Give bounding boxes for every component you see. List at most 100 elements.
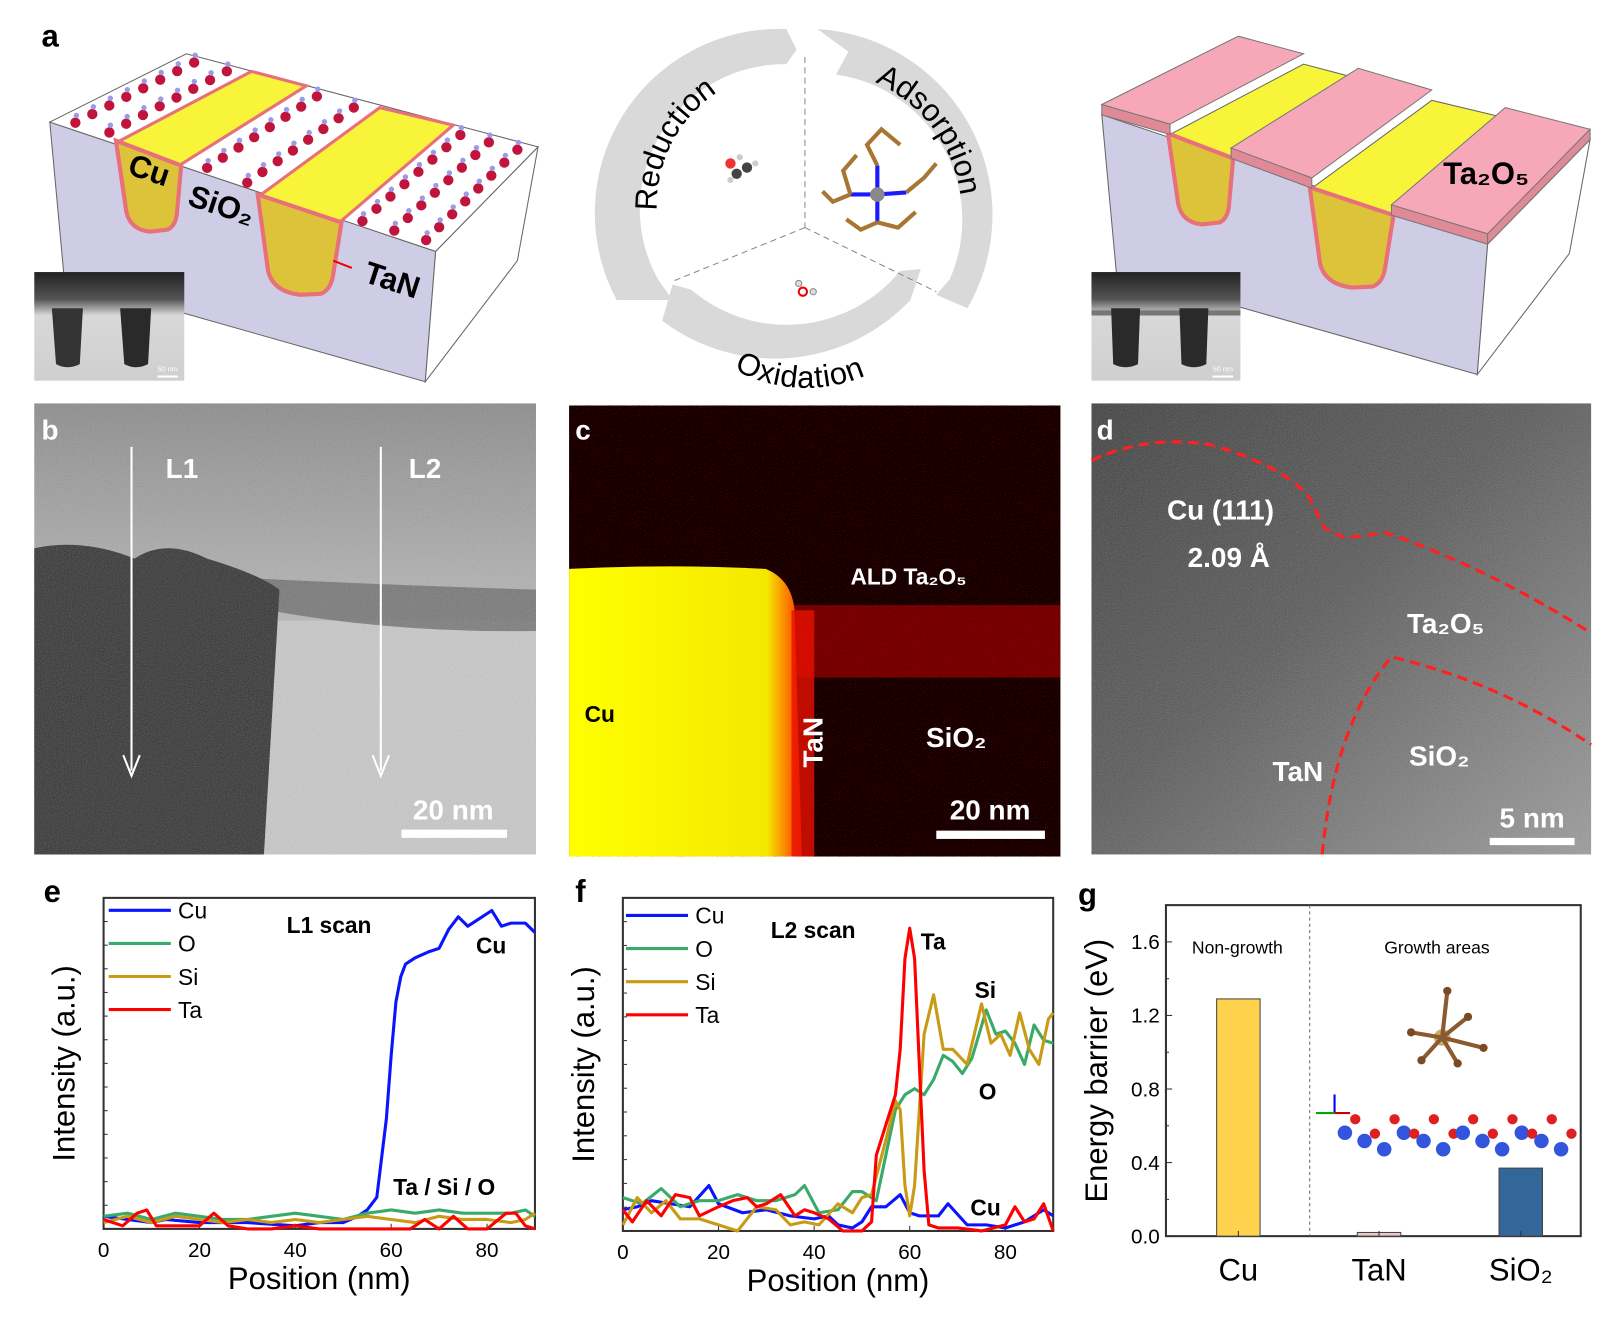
hydrogen-atom [458,125,465,131]
x-tick-label: 80 [994,1241,1017,1264]
o-atom [1526,1128,1538,1139]
label-l2: L2 [409,453,442,484]
legend-label: Si [178,964,198,990]
oxygen-atom [456,162,468,173]
illustration-bare-substrate [48,52,540,384]
label-ald-ta2o5: ALD Ta₂O₅ [850,563,966,589]
hydrogen-atom [437,217,443,223]
y-axis-label: Intensity (a.u.) [566,966,601,1163]
oxygen-atom [104,127,115,138]
hydrogen-atom [221,147,227,154]
oxygen-atom [302,134,314,145]
si-atom [1376,1142,1392,1157]
x-tick-label: 60 [898,1241,921,1264]
precursor-molecule-icon [821,126,938,233]
oxygen-atom [280,111,291,122]
y-tick-label: 0.0 [1131,1225,1160,1248]
oxygen-atom [371,203,382,214]
legend-label: Cu [695,903,724,929]
oxygen-atom [357,215,368,227]
oxygen-atom [87,108,98,120]
o-atom [1409,1128,1420,1139]
hydrogen-atom [252,127,258,133]
hydrogen-atom [124,113,130,120]
oxygen-atom [242,177,253,188]
si-atom [1494,1142,1510,1157]
hydrogen-atom [107,122,114,128]
label-cu: Cu [585,701,615,727]
label-sio2: SiO₂ [1409,740,1469,771]
oxygen-atom [137,109,149,121]
hydrogen-atom [268,117,274,123]
hydrogen-atom [360,211,367,217]
hydrogen-atom [476,178,483,184]
oxygen-atom [348,102,359,113]
oxygen-atom [104,100,115,111]
y-axis-label: Energy barrier (eV) [1079,939,1114,1203]
hydrogen-atom [416,161,423,168]
bar-cu [1216,998,1261,1237]
si-atom [1357,1133,1372,1149]
inset-tem-before: 50 nm [34,272,185,381]
y-axis-label: Intensity (a.u.) [47,965,82,1162]
oxygen-atom [486,170,497,181]
series-line-o [103,1208,536,1222]
legend-label: O [695,936,713,962]
hydrogen-atom [158,96,164,102]
label-cu-111: Cu (111) [1167,494,1274,525]
hydrogen-atom [473,145,480,151]
oxygen-atom [441,142,452,153]
panel-label-e: e [44,874,61,909]
legend-label: Cu [178,898,207,924]
y-tick-label: 1.2 [1131,1005,1160,1028]
ligand-bond [1419,1036,1444,1062]
hydrogen-atom [502,152,509,159]
hydrogen-atom [276,151,282,157]
si-atom [1337,1125,1353,1140]
hrtem-noise [1091,403,1592,855]
x-tick-label: 80 [476,1239,499,1262]
hydrogen-atom [245,172,251,179]
surface-hydroxyl-groups [70,52,523,246]
x-tick-label: 0 [617,1241,629,1264]
oxygen-atom [473,183,484,194]
oxygen-atom [201,162,213,174]
oxygen-atom [413,166,424,178]
oxygen-atom [311,91,323,102]
series-line-ta [103,1208,536,1231]
oxygen-atom [172,65,183,77]
hydrogen-atom [315,86,321,92]
panel-c-eds-map: ALD Ta₂O₅ Cu TaN SiO₂ 20 nm c [569,405,1061,857]
hydrogen-atom [236,137,243,143]
series-line-cu [622,1184,1055,1230]
annotation: L2 scan [771,917,856,943]
hydrogen-atom [306,129,312,136]
x-axis-label: Position (nm) [228,1261,411,1296]
legend-label: Ta [695,1002,719,1028]
tan-pointer [332,259,353,269]
c-atom [1443,986,1452,996]
oxygen-atom [399,178,410,190]
label-tan: TaN [798,717,829,768]
inset-tem-after: 50 nm [1091,272,1241,381]
annotation: Ta / Si / O [393,1174,495,1200]
panel-label-a: a [42,19,60,54]
hydrogen-atom [205,157,211,164]
cu-trench [113,137,184,234]
oxygen-atom [154,101,165,112]
scale-label: 20 nm [950,794,1031,825]
oxygen-atom [221,66,233,77]
annotation: Cu [970,1194,1000,1220]
oxygen-atom [318,123,329,135]
hydrogen-atom [419,195,426,201]
hydrogen-atom [260,161,267,168]
ald-cycle-diagram: Reduction Adsorption Oxidation [594,28,993,395]
trench-image [1111,308,1141,368]
hydrogen-atom [487,132,493,138]
bar-sio2 [1498,1167,1543,1237]
oxygen-atom [333,113,344,124]
hydrogen-atom [191,78,198,85]
hydrogen-atom [460,157,466,163]
si-atom [1416,1133,1431,1149]
